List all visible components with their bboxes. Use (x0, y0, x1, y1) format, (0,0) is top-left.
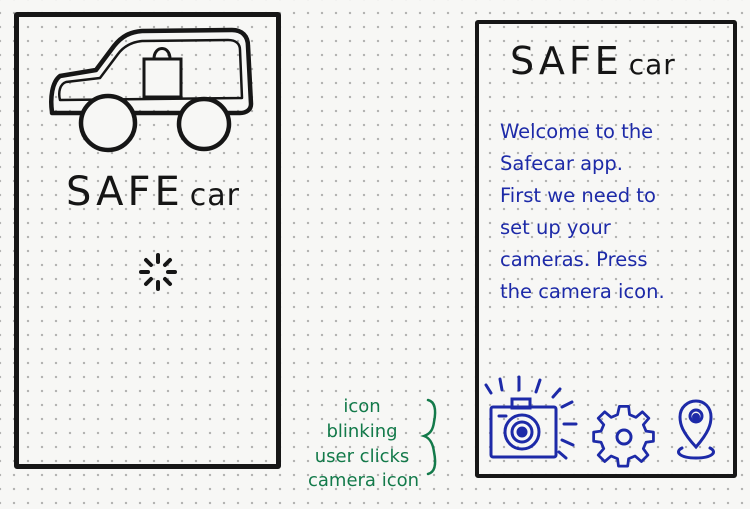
welcome-message: Welcome to the Safecar app. First we nee… (500, 116, 732, 308)
loading-spinner-icon (139, 253, 177, 291)
welcome-line: Welcome to the (500, 120, 654, 143)
logo-primary-text: SAFE (510, 39, 623, 83)
bag-lock-icon (142, 47, 183, 99)
logo-secondary-text: car (628, 48, 676, 81)
annotation-line: icon (343, 396, 381, 417)
welcome-line: First we need to (500, 184, 656, 207)
location-button[interactable] (674, 398, 718, 462)
camera-button[interactable] (486, 395, 562, 463)
welcome-line: Safecar app. (500, 152, 623, 175)
gear-icon (592, 404, 655, 468)
annotation-note: icon blinking user clicks (296, 394, 428, 469)
header-logo: SAFE car (510, 42, 676, 80)
annotation-line: camera icon (308, 470, 420, 491)
welcome-line: cameras. Press (500, 248, 648, 271)
logo-secondary-text: car (189, 178, 240, 213)
welcome-screen-frame (475, 20, 737, 478)
annotation-line: user clicks (314, 446, 410, 467)
splash-screen-frame (14, 12, 281, 469)
welcome-line: the camera icon. (500, 280, 665, 303)
location-pin-icon (677, 399, 715, 460)
welcome-line: set up your (500, 216, 611, 239)
annotation-note-last-line: camera icon (308, 468, 458, 493)
settings-button[interactable] (590, 402, 656, 468)
camera-icon (484, 375, 578, 460)
car-wheels (78, 93, 232, 153)
car-illustration (49, 27, 254, 116)
logo-primary-text: SAFE (66, 169, 184, 215)
annotation-line: blinking (326, 421, 398, 442)
splash-logo: SAFE car (66, 172, 240, 212)
annotation-brace (420, 398, 437, 476)
